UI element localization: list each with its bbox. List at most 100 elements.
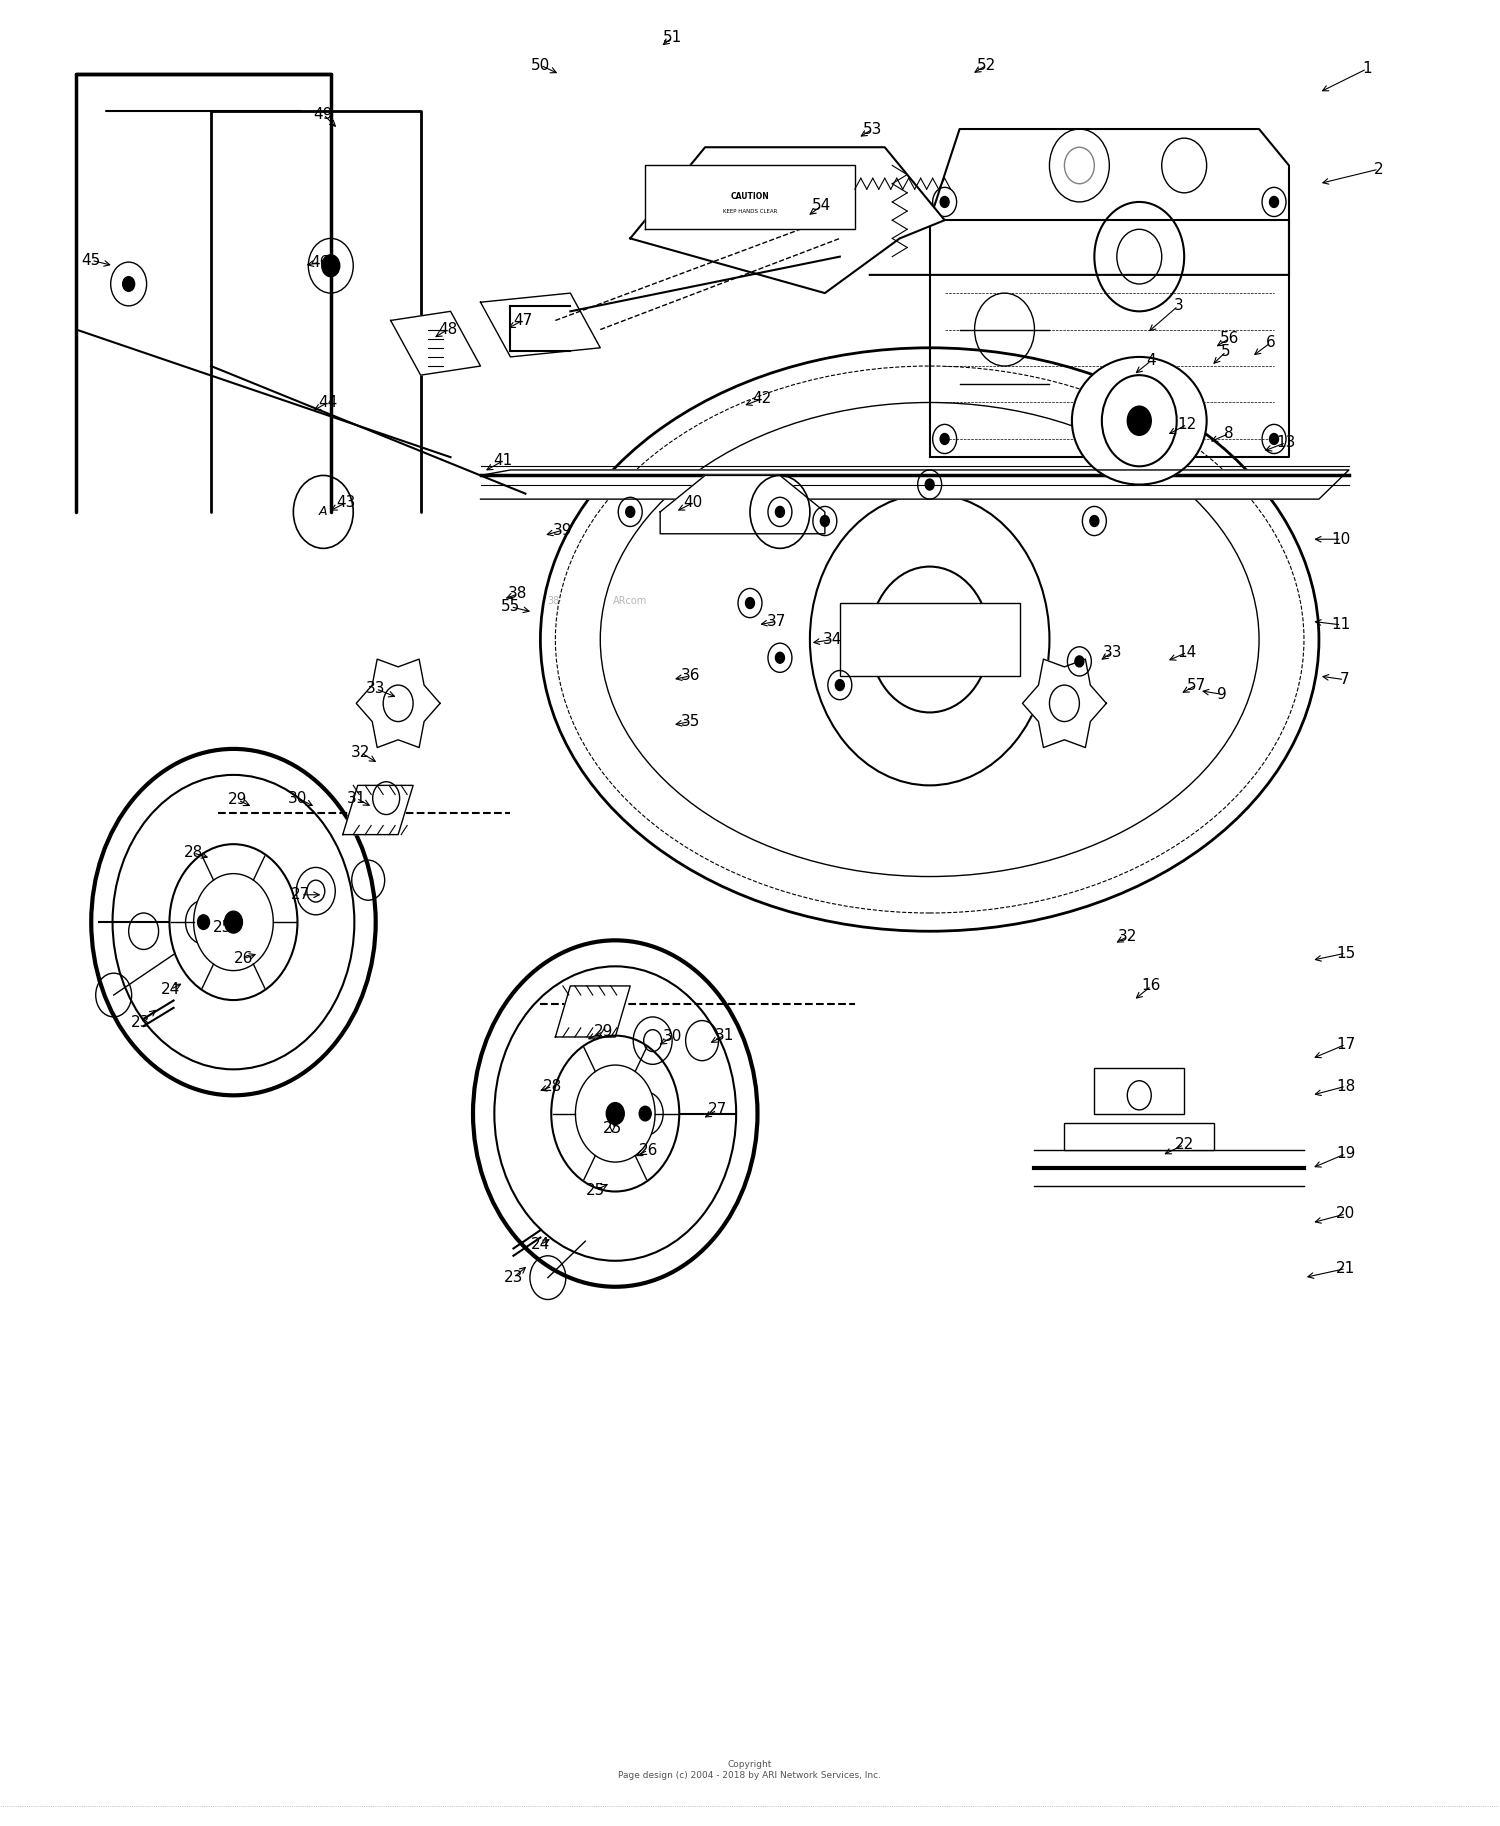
Text: 37: 37 bbox=[768, 614, 786, 628]
Text: 29: 29 bbox=[228, 792, 248, 807]
Text: 56: 56 bbox=[1220, 331, 1239, 347]
Text: 52: 52 bbox=[976, 58, 996, 73]
Circle shape bbox=[123, 278, 135, 292]
Text: 31: 31 bbox=[346, 791, 366, 805]
Circle shape bbox=[576, 1065, 656, 1161]
Text: 30: 30 bbox=[288, 791, 308, 805]
Text: 7: 7 bbox=[1340, 672, 1348, 687]
Text: 15: 15 bbox=[1336, 946, 1356, 960]
Text: 25: 25 bbox=[586, 1183, 606, 1198]
Circle shape bbox=[1269, 433, 1278, 444]
Text: 27: 27 bbox=[291, 887, 310, 902]
Text: 1: 1 bbox=[1362, 62, 1371, 77]
Text: 51: 51 bbox=[663, 31, 682, 46]
Text: 57: 57 bbox=[1186, 677, 1206, 692]
Text: 44: 44 bbox=[318, 394, 338, 411]
Text: 22: 22 bbox=[1174, 1138, 1194, 1152]
Text: 55: 55 bbox=[501, 599, 520, 614]
Text: 42: 42 bbox=[753, 391, 771, 407]
Text: KEEP HANDS CLEAR: KEEP HANDS CLEAR bbox=[723, 208, 777, 214]
Circle shape bbox=[821, 515, 830, 526]
Text: 49: 49 bbox=[314, 108, 333, 122]
Text: 40: 40 bbox=[684, 495, 702, 509]
Ellipse shape bbox=[540, 347, 1318, 931]
Circle shape bbox=[776, 652, 784, 663]
Circle shape bbox=[746, 597, 754, 608]
Bar bbox=[840, 603, 1020, 676]
Circle shape bbox=[550, 1035, 680, 1192]
Text: 11: 11 bbox=[1332, 617, 1352, 632]
Polygon shape bbox=[356, 659, 440, 747]
Text: 45: 45 bbox=[81, 252, 100, 268]
Text: 16: 16 bbox=[1142, 979, 1161, 993]
Polygon shape bbox=[344, 785, 412, 834]
Text: 25: 25 bbox=[603, 1121, 622, 1136]
Circle shape bbox=[198, 915, 210, 929]
Text: 32: 32 bbox=[1118, 929, 1137, 944]
Polygon shape bbox=[390, 312, 480, 374]
Polygon shape bbox=[480, 469, 1348, 498]
Text: 50: 50 bbox=[531, 58, 550, 73]
Text: 8: 8 bbox=[1224, 425, 1234, 442]
Circle shape bbox=[639, 1107, 651, 1121]
Polygon shape bbox=[930, 221, 1288, 456]
Circle shape bbox=[836, 679, 844, 690]
Text: 21: 21 bbox=[1336, 1262, 1356, 1276]
Circle shape bbox=[322, 256, 340, 278]
Circle shape bbox=[940, 433, 950, 444]
Text: 33: 33 bbox=[366, 681, 386, 696]
Text: 24: 24 bbox=[531, 1238, 550, 1253]
Text: 27: 27 bbox=[708, 1103, 726, 1118]
Circle shape bbox=[606, 1103, 624, 1125]
Circle shape bbox=[776, 506, 784, 517]
Bar bbox=[1065, 1123, 1214, 1150]
Circle shape bbox=[170, 844, 297, 1001]
Circle shape bbox=[225, 911, 243, 933]
Text: 53: 53 bbox=[862, 122, 882, 137]
Text: 38·: 38· bbox=[548, 597, 562, 606]
Text: 3: 3 bbox=[1173, 298, 1184, 314]
Text: 4: 4 bbox=[1146, 352, 1156, 369]
Circle shape bbox=[626, 506, 634, 517]
Polygon shape bbox=[1023, 659, 1107, 747]
Text: 2: 2 bbox=[1374, 163, 1383, 177]
Polygon shape bbox=[555, 986, 630, 1037]
Text: 17: 17 bbox=[1336, 1037, 1356, 1052]
Polygon shape bbox=[870, 130, 1288, 276]
Circle shape bbox=[194, 873, 273, 971]
Circle shape bbox=[1269, 197, 1278, 208]
Text: 24: 24 bbox=[160, 982, 180, 997]
Text: 20: 20 bbox=[1336, 1207, 1356, 1222]
Text: 41: 41 bbox=[494, 453, 513, 467]
Circle shape bbox=[940, 197, 950, 208]
Text: 14: 14 bbox=[1178, 645, 1197, 659]
Text: 43: 43 bbox=[336, 495, 356, 509]
Polygon shape bbox=[645, 166, 855, 230]
Text: 31: 31 bbox=[716, 1028, 734, 1043]
Text: ARcom: ARcom bbox=[614, 597, 648, 606]
Circle shape bbox=[1128, 405, 1152, 435]
Text: 36: 36 bbox=[681, 668, 700, 683]
Text: 26: 26 bbox=[639, 1143, 658, 1158]
Circle shape bbox=[915, 621, 945, 657]
Text: 23: 23 bbox=[504, 1271, 524, 1286]
Text: 12: 12 bbox=[1178, 416, 1197, 433]
Ellipse shape bbox=[1072, 356, 1206, 484]
Text: 13: 13 bbox=[1276, 435, 1296, 449]
Text: 10: 10 bbox=[1332, 531, 1352, 546]
Polygon shape bbox=[660, 475, 825, 533]
Text: 48: 48 bbox=[438, 321, 458, 338]
Text: 32: 32 bbox=[351, 745, 370, 760]
Text: 47: 47 bbox=[513, 312, 532, 329]
Text: 30: 30 bbox=[663, 1030, 682, 1044]
Text: 33: 33 bbox=[1102, 645, 1122, 659]
Text: 19: 19 bbox=[1336, 1147, 1356, 1161]
Text: Copyright
Page design (c) 2004 - 2018 by ARI Network Services, Inc.: Copyright Page design (c) 2004 - 2018 by… bbox=[618, 1760, 882, 1780]
Bar bbox=[1095, 1068, 1184, 1114]
Text: 26: 26 bbox=[234, 951, 254, 966]
Text: CAUTION: CAUTION bbox=[730, 192, 770, 201]
Circle shape bbox=[1090, 515, 1100, 526]
Text: A: A bbox=[320, 506, 327, 519]
Text: 25: 25 bbox=[213, 920, 232, 935]
Text: 9: 9 bbox=[1216, 687, 1227, 701]
